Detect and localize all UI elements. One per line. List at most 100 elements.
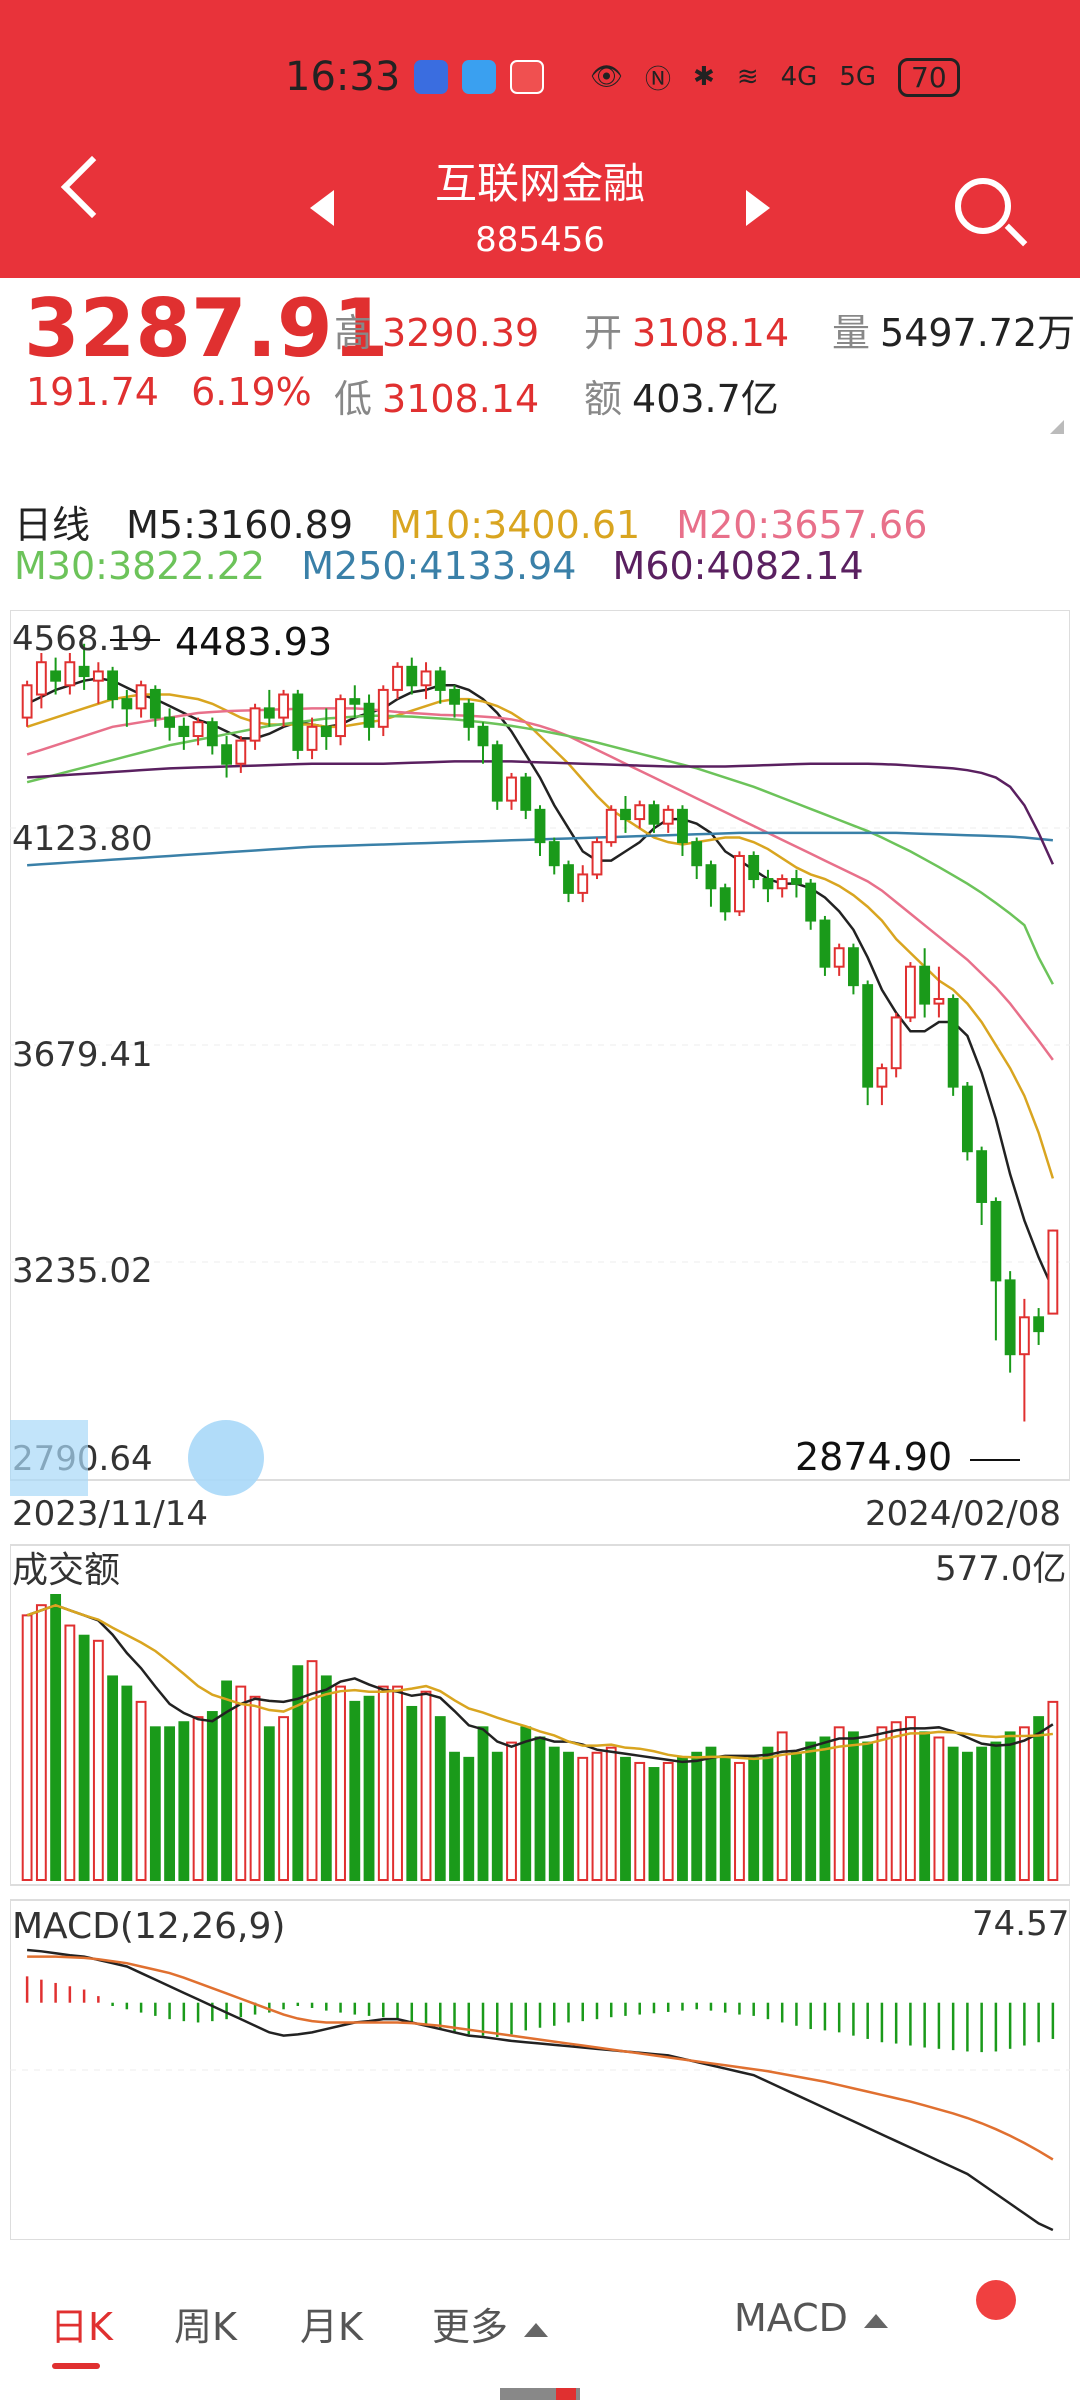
volume-bar xyxy=(705,1746,717,1882)
volume-bar xyxy=(520,1726,532,1881)
expand-corner-icon[interactable] xyxy=(1050,420,1064,434)
volume-bar xyxy=(591,1751,603,1881)
volume-bar xyxy=(107,1675,119,1882)
price-axis-label-2: 4123.80 xyxy=(12,819,153,859)
candle-body xyxy=(349,698,361,705)
open-field: 开 3108.14 xyxy=(584,302,789,357)
volume-bar xyxy=(563,1751,574,1881)
candle-body xyxy=(263,707,275,719)
candle-body xyxy=(506,776,517,802)
volume-bar xyxy=(947,1746,959,1882)
candle-body xyxy=(221,744,232,765)
caret-up-icon xyxy=(863,2313,888,2328)
tab-month-k[interactable]: 月K xyxy=(300,2305,363,2349)
period-label[interactable]: 日线 xyxy=(14,503,91,547)
macd-title: MACD(12,26,9) xyxy=(12,1906,285,1947)
candle-body xyxy=(1018,1316,1030,1356)
volume-bar xyxy=(577,1756,589,1882)
bulb-app-icon xyxy=(414,60,449,94)
notes-app-icon xyxy=(510,60,545,94)
candle-body xyxy=(377,688,389,728)
ma250-label: M250:4133.94 xyxy=(301,544,577,588)
volume-bar xyxy=(135,1700,147,1881)
candle-body xyxy=(876,1067,888,1088)
price-axis-label-4: 3235.02 xyxy=(12,1251,153,1291)
kline-chart[interactable]: 4568.19 4123.80 3679.41 3235.02 2790.64 … xyxy=(10,610,1070,2240)
volume-bar xyxy=(677,1756,688,1882)
status-bar-left: 16:33 xyxy=(285,52,545,102)
open-label: 开 xyxy=(584,311,623,355)
candle-body xyxy=(734,854,745,913)
volume-bar xyxy=(164,1726,176,1881)
tab-week-k[interactable]: 周K xyxy=(174,2305,237,2349)
price-axis-label-3: 3679.41 xyxy=(12,1035,153,1075)
volume-bar xyxy=(320,1675,332,1882)
volume-bar xyxy=(335,1685,346,1882)
nav-handle-accent xyxy=(556,2388,576,2400)
sidebar-toggle-icon[interactable] xyxy=(10,1420,88,1496)
volume-bar xyxy=(719,1756,731,1882)
date-start: 2023/11/14 xyxy=(12,1494,208,1534)
candle-body xyxy=(420,670,432,687)
open-value: 3108.14 xyxy=(632,311,790,355)
candle-body xyxy=(805,882,817,922)
candle-body xyxy=(976,1150,988,1203)
volume-panel-frame xyxy=(10,1544,1070,1886)
candle-body xyxy=(819,919,831,968)
volume-bar xyxy=(691,1751,703,1881)
back-arrow-icon[interactable] xyxy=(60,155,124,219)
app-header: 16:33 👁 Ⓝ ✱ ≋ 4G 5G 70 互联网金融 885456 xyxy=(0,0,1080,278)
amount-label: 额 xyxy=(584,377,623,421)
volume-ma-lines xyxy=(26,1603,1054,1764)
candle-body xyxy=(605,808,617,844)
eye-icon: 👁 xyxy=(590,62,624,92)
candle-body xyxy=(904,965,916,1019)
max-annotation: 4483.93 xyxy=(175,620,332,664)
ma30-label: M30:3822.22 xyxy=(14,544,266,588)
ma-line-m5 xyxy=(26,677,1055,1290)
volume-bar xyxy=(21,1614,33,1881)
ma60-label: M60:4082.14 xyxy=(612,544,864,588)
ma-line-m60 xyxy=(27,760,1055,865)
volume-bar xyxy=(477,1726,489,1881)
volume-label: 量 xyxy=(832,311,871,355)
next-stock-icon[interactable] xyxy=(746,190,770,226)
candle-body xyxy=(306,725,318,751)
search-icon[interactable] xyxy=(955,178,1011,234)
candle-body xyxy=(848,947,859,987)
ma20-label: M20:3657.66 xyxy=(676,503,928,547)
volume-bar xyxy=(862,1741,874,1881)
candle-body xyxy=(249,707,261,742)
candle-body xyxy=(833,947,845,968)
tab-day-k[interactable]: 日K xyxy=(50,2305,113,2349)
tab-more[interactable]: 更多 xyxy=(432,2296,549,2351)
volume-bar xyxy=(50,1594,62,1881)
volume-bar xyxy=(377,1685,389,1882)
candle-body xyxy=(164,716,176,728)
ma-lines xyxy=(26,677,1055,1290)
tab-indicator[interactable]: MACD xyxy=(734,2296,888,2340)
candle-body xyxy=(534,808,546,844)
candle-body xyxy=(107,670,119,701)
candle-body xyxy=(392,665,403,691)
signal-5g-label: 5G xyxy=(839,62,877,92)
candle-body xyxy=(748,854,760,881)
nfc-icon: Ⓝ xyxy=(645,64,672,95)
candle-body xyxy=(691,841,703,867)
volume-bar xyxy=(263,1726,275,1881)
volume-bar xyxy=(791,1751,802,1881)
prev-stock-icon[interactable] xyxy=(310,190,334,226)
cloud-app-icon xyxy=(462,60,497,94)
fullscreen-icon[interactable] xyxy=(188,1420,264,1496)
candle-body xyxy=(320,725,332,738)
volume-bar xyxy=(78,1634,90,1881)
volume-bar xyxy=(449,1751,460,1881)
volume-bar xyxy=(833,1726,845,1881)
candle-body xyxy=(92,670,104,682)
status-bar-right: 👁 Ⓝ ✱ ≋ 4G 5G 70 xyxy=(590,52,982,102)
volume-bar xyxy=(805,1741,817,1881)
ma5-label: M5:3160.89 xyxy=(126,503,354,547)
macd-bars xyxy=(25,1976,1055,2053)
volume-bar xyxy=(620,1756,631,1882)
notification-dot[interactable] xyxy=(976,2280,1016,2320)
